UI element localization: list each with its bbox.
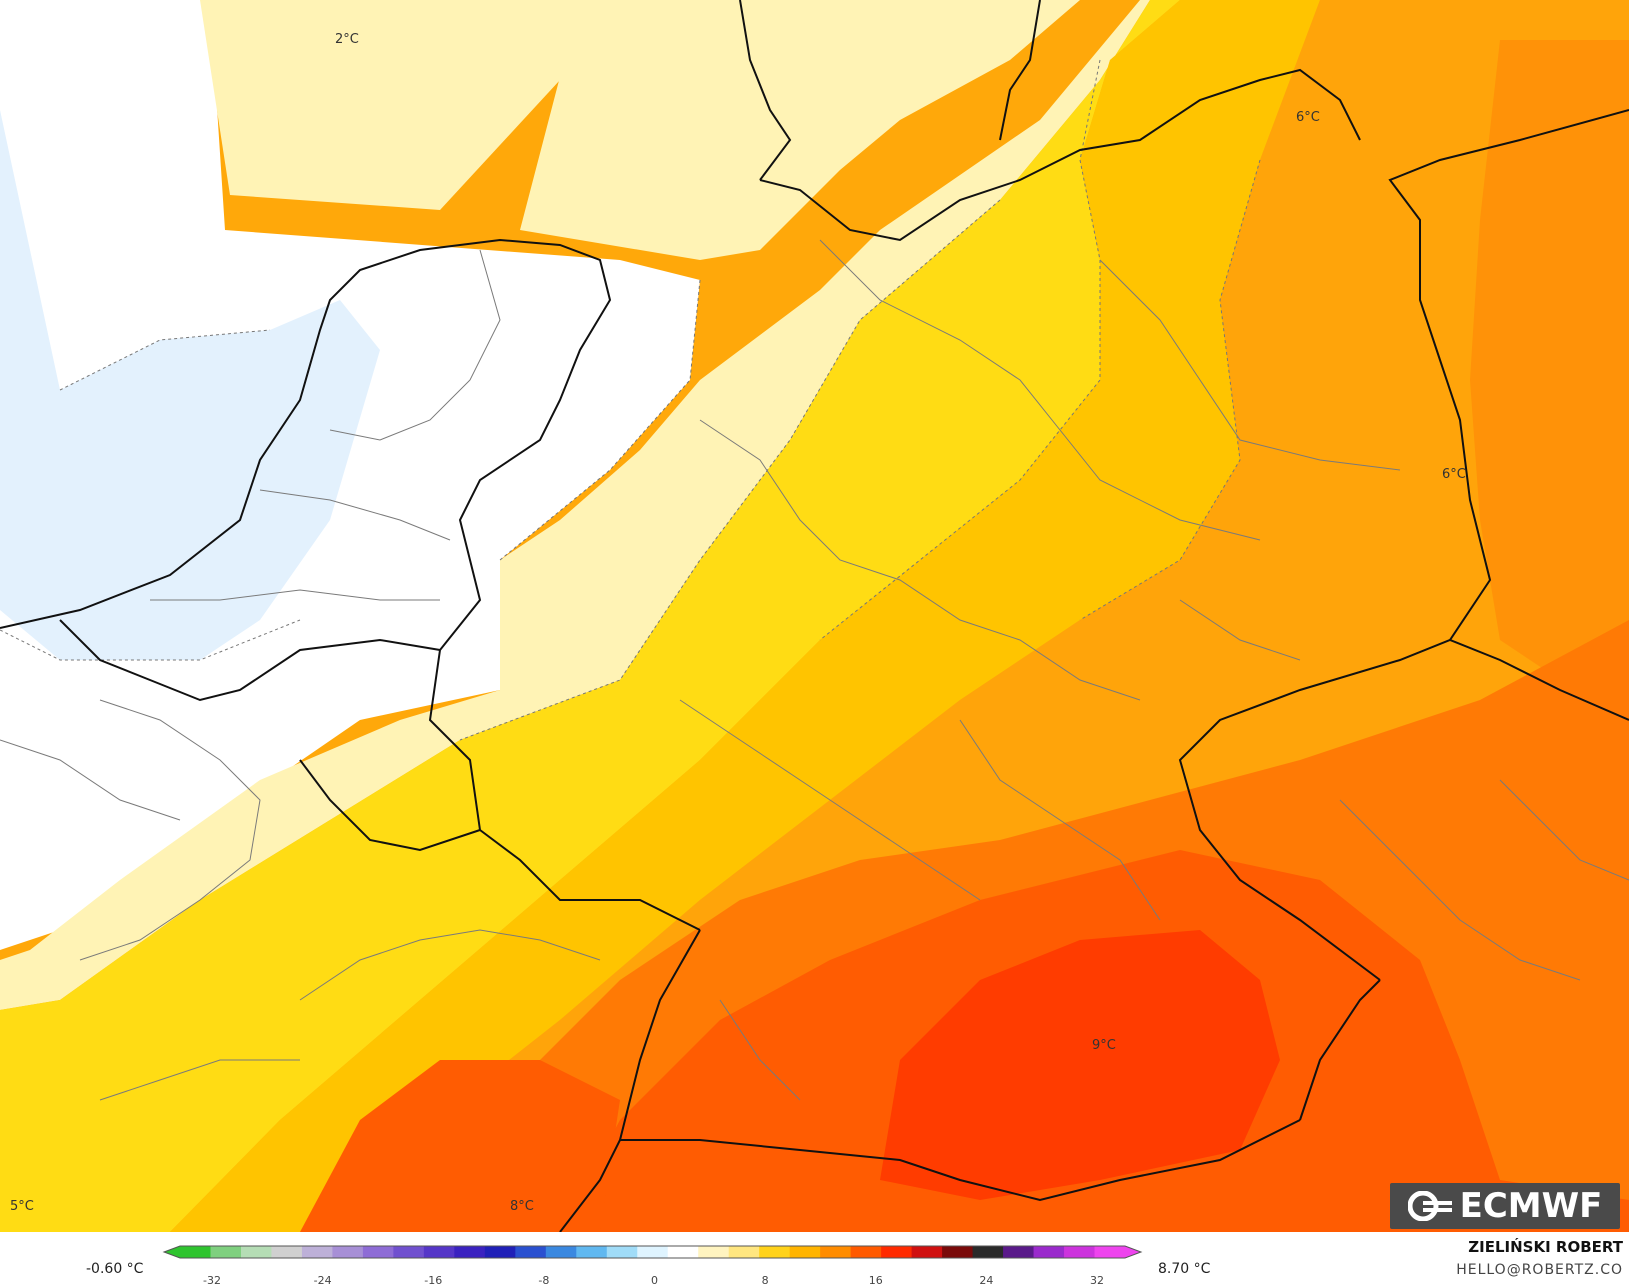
scale-cell [1033,1246,1065,1258]
scale-tick-label: 16 [868,1274,883,1287]
scale-cell [393,1246,425,1258]
legend-max-label: 8.70 °C [1158,1261,1211,1277]
scale-cell [240,1246,272,1258]
scale-cell [881,1246,913,1258]
contour-label: 9°C [1092,1038,1116,1053]
contour-label: 8°C [510,1199,534,1214]
scale-outline [162,1245,1143,1259]
contour-label: 5°C [10,1199,34,1214]
scale-tick-label: 24 [979,1274,994,1287]
scale-cell [911,1246,943,1258]
scale-cell [698,1246,730,1258]
contour-label: 6°C [1442,467,1466,482]
scale-cell [1064,1246,1096,1258]
scale-cell [667,1246,699,1258]
scale-tick-label: -16 [424,1274,443,1287]
scale-cell [972,1246,1004,1258]
zone-2-3 [0,0,1150,1010]
scale-cell [545,1246,577,1258]
contour-lines [0,59,1261,741]
zone-north-pale [200,0,600,210]
scale-cell [301,1246,333,1258]
zone-3-5 [0,0,1180,1232]
scale-cell [515,1246,547,1258]
scale-cell [1094,1246,1126,1258]
author-credit: ZIELIŃSKI ROBERT [1468,1238,1623,1256]
zone-sw-warm [300,1060,620,1232]
legend-min-label: -0.60 °C [86,1261,144,1277]
scale-cell [271,1246,303,1258]
color-scale [162,1245,1143,1259]
country-borders [0,0,1629,1232]
zone-5-6 [170,0,1320,1232]
zone-6-7 [320,0,1629,1232]
scale-tick-label: 32 [1090,1274,1104,1287]
contour-label: 6°C [1296,110,1320,125]
zone-east-deep [1470,40,1629,680]
scale-cell [484,1246,516,1258]
scale-cell [362,1246,394,1258]
region-borders [0,239,1629,1101]
scale-arrow-left [164,1246,180,1258]
temperature-map: 2°C 6°C 6°C 9°C 5°C 8°C [0,0,1629,1232]
color-scale-cells [162,1245,1143,1259]
zone-sea-cold [0,110,380,660]
scale-tick-label: 0 [651,1274,658,1287]
scale-tick-label: -24 [313,1274,332,1287]
scale-cell [728,1246,760,1258]
scale-cell [180,1246,211,1258]
ecmwf-logo-text: ECMWF [1459,1186,1603,1226]
legend-bar [0,1232,1629,1287]
scale-cell [637,1246,669,1258]
scale-cell [332,1246,364,1258]
author-email: HELLO@ROBERTZ.CO [1456,1262,1623,1278]
scale-tick-label: 8 [761,1274,769,1287]
ecmwf-wave-icon [1407,1191,1452,1221]
contour-label: 2°C [335,32,359,47]
scale-cell [576,1246,608,1258]
scale-cell [606,1246,638,1258]
scale-cell [820,1246,852,1258]
scale-cell [759,1246,791,1258]
scale-cell [210,1246,242,1258]
ecmwf-logo: ECMWF [1390,1183,1620,1229]
scale-cell [942,1246,974,1258]
zone-9-warm [880,930,1280,1200]
scale-cell [1003,1246,1035,1258]
scale-tick-label: -32 [203,1274,221,1287]
scale-cell [423,1246,455,1258]
scale-cell [454,1246,486,1258]
scale-arrow-right [1125,1246,1141,1258]
scale-cell [789,1246,821,1258]
scale-cell [850,1246,882,1258]
scale-tick-label: -8 [538,1274,550,1287]
